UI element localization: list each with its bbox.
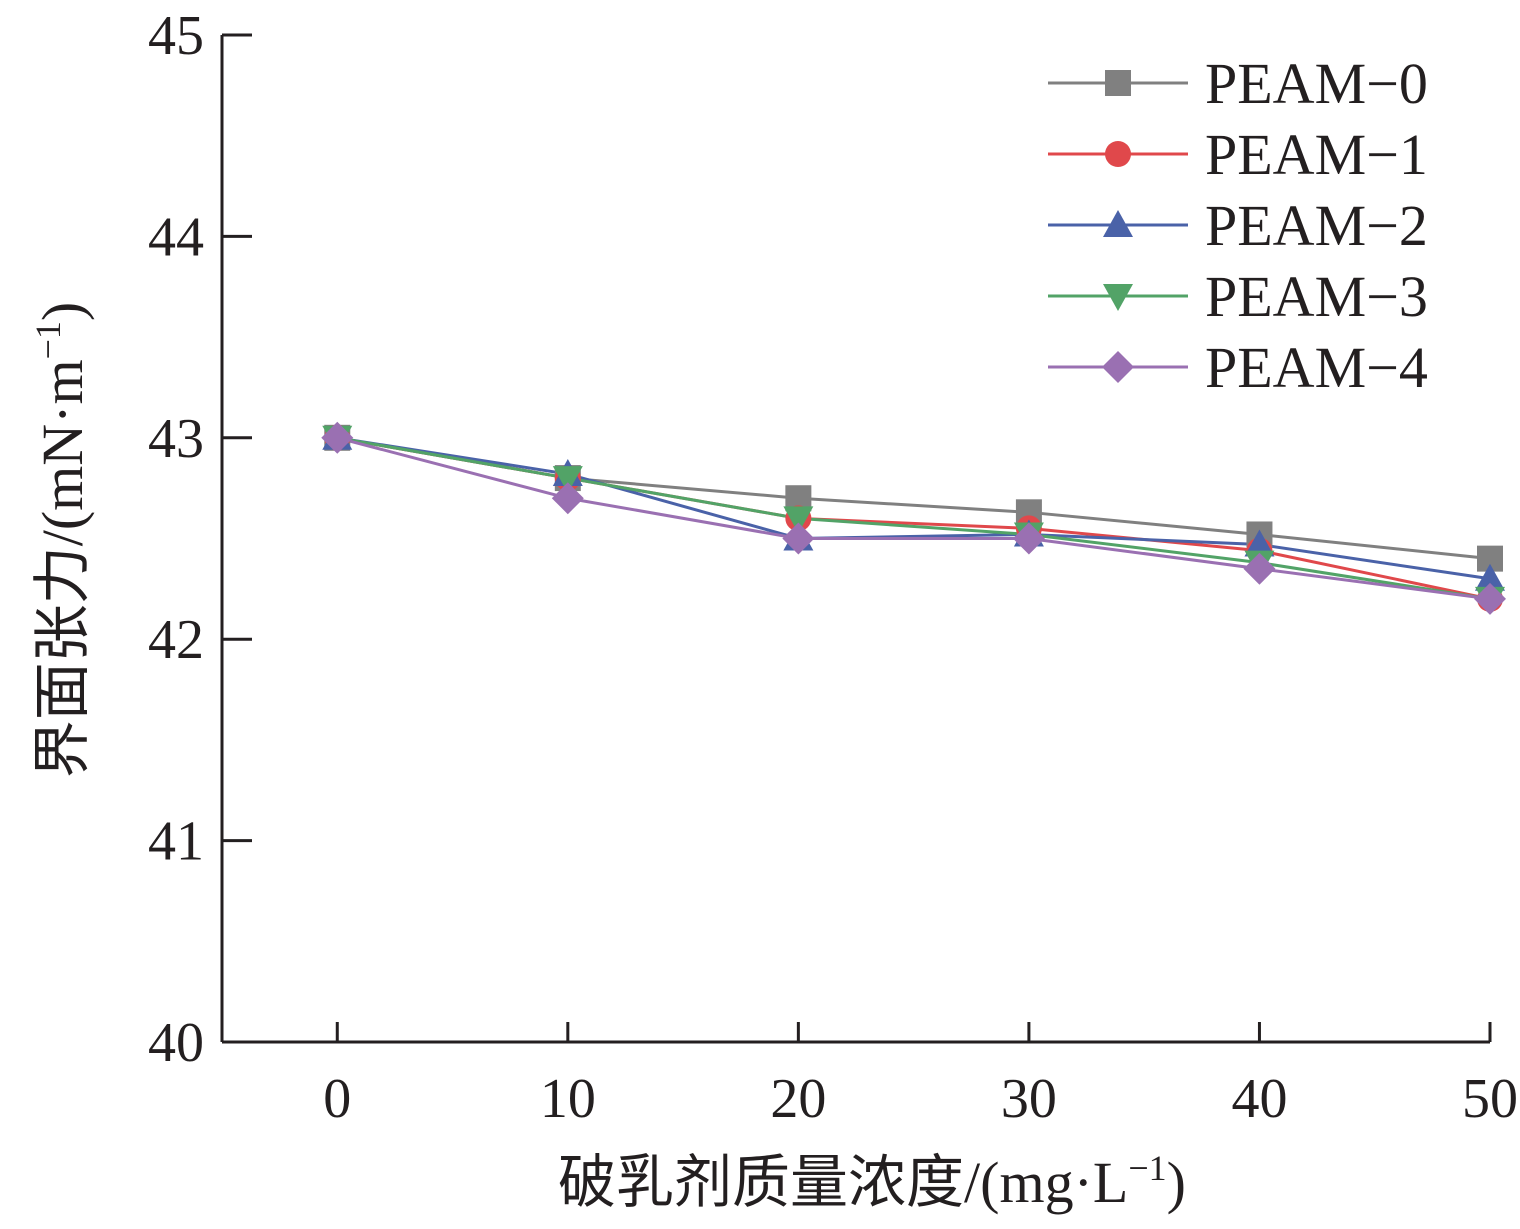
legend-marker-1: [1105, 141, 1131, 167]
series-lines: [336, 436, 1491, 601]
y-tick-label: 43: [148, 408, 204, 470]
data-point-s3-1: [552, 466, 583, 494]
legend-marker-4: [1102, 351, 1134, 383]
x-tick-label: 50: [1462, 1068, 1518, 1130]
y-tick-label: 40: [148, 1012, 204, 1074]
data-point-s2-5: [1475, 563, 1505, 591]
legend-marker-0: [1105, 70, 1131, 96]
data-point-s4-4: [1243, 552, 1276, 585]
data-point-s2-4: [1244, 529, 1275, 557]
y-tick-label: 45: [148, 5, 204, 67]
x-tick-label: 20: [770, 1068, 826, 1130]
y-tick-label: 44: [148, 206, 204, 268]
legend-label-4: PEAM−4: [1205, 335, 1428, 400]
x-axis-label: 破乳剂质量浓度/(mg·L−1): [558, 1148, 1186, 1215]
legend-label-1: PEAM−1: [1205, 122, 1428, 187]
legend-label-3: PEAM−3: [1205, 264, 1428, 329]
series-line-4: [336, 436, 1491, 601]
y-tick-label: 41: [148, 811, 204, 873]
data-point-s3-2: [783, 506, 814, 534]
series-line-2: [337, 436, 1491, 581]
data-point-s4-2: [782, 522, 815, 555]
series-line-0: [337, 436, 1491, 561]
data-point-s4-5: [1474, 582, 1506, 615]
series-line-3: [337, 436, 1491, 601]
data-point-s4-3: [1012, 522, 1045, 555]
legend-label-2: PEAM−2: [1205, 193, 1428, 258]
x-tick-label: 30: [1001, 1068, 1057, 1130]
x-tick-label: 40: [1231, 1068, 1287, 1130]
series-markers: [321, 421, 1506, 615]
legend-marker-2: [1103, 210, 1133, 237]
legend-marker-3: [1103, 284, 1133, 311]
data-point-s4-0: [321, 421, 354, 454]
x-tick-label: 10: [540, 1068, 596, 1130]
data-point-s4-1: [551, 482, 584, 515]
y-axis-label: 界面张力/(mN·m−1): [28, 302, 95, 779]
y-tick-label: 42: [148, 609, 204, 671]
legend-label-0: PEAM−0: [1205, 51, 1428, 116]
x-tick-label: 0: [323, 1068, 351, 1130]
axes: 40 41 42 43 44 45 0 10 20 30 40 50: [148, 5, 1518, 1130]
